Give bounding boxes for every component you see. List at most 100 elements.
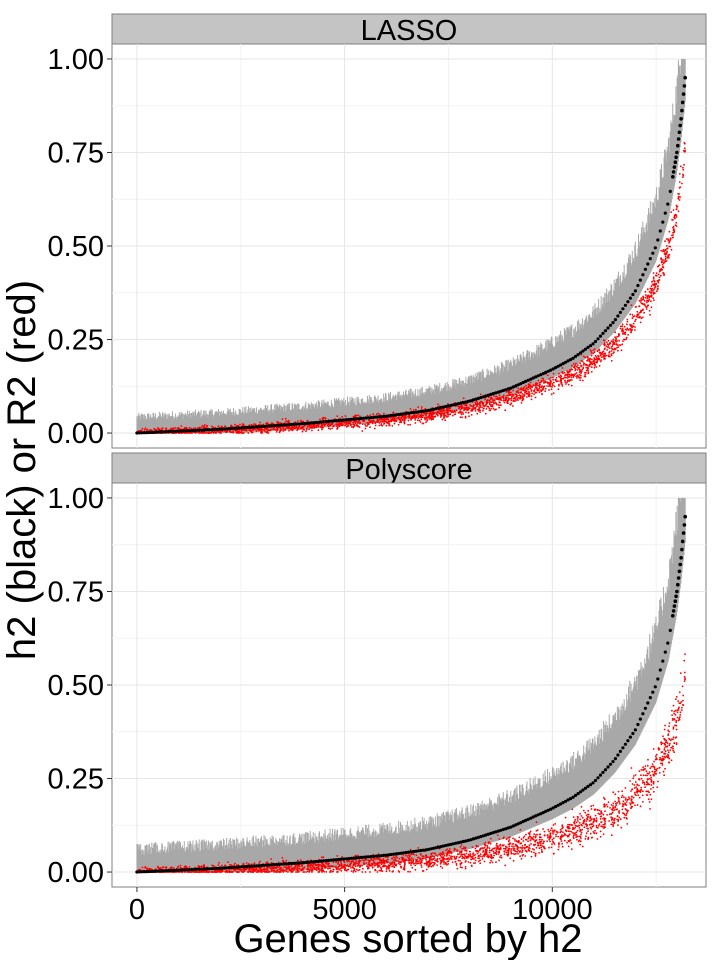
r2-point <box>522 389 525 392</box>
r2-point <box>512 394 515 397</box>
r2-point <box>610 340 613 343</box>
r2-point <box>533 851 535 854</box>
r2-point <box>484 412 487 415</box>
r2-point <box>589 358 592 360</box>
r2-point <box>648 290 651 293</box>
r2-point <box>511 393 514 396</box>
r2-point <box>561 385 564 387</box>
r2-point <box>640 297 643 300</box>
r2-point <box>663 250 665 253</box>
r2-point <box>577 364 579 366</box>
r2-point <box>378 424 381 427</box>
r2-point <box>388 424 391 427</box>
r2-point <box>600 359 603 361</box>
r2-point <box>650 300 652 303</box>
r2-point <box>308 428 310 431</box>
r2-point <box>673 216 675 219</box>
r2-point <box>542 379 545 382</box>
h2-point <box>676 137 681 141</box>
r2-point <box>319 418 321 421</box>
r2-point <box>662 265 664 268</box>
r2-point <box>521 399 524 402</box>
r2-point <box>211 425 213 428</box>
r2-point <box>161 427 164 430</box>
h2-point <box>598 334 603 338</box>
r2-point <box>552 392 555 394</box>
r2-point <box>513 400 516 402</box>
r2-point <box>668 253 671 256</box>
r2-point <box>587 356 589 359</box>
r2-point <box>668 257 670 259</box>
r2-point <box>652 277 655 280</box>
r2-point <box>287 426 289 429</box>
r2-point <box>415 415 418 418</box>
r2-point <box>143 428 146 431</box>
r2-point <box>510 391 512 394</box>
h2-point <box>671 170 676 174</box>
r2-point <box>279 430 281 433</box>
r2-point <box>381 424 384 427</box>
r2-point <box>437 414 439 417</box>
r2-point <box>642 298 645 301</box>
r2-point <box>640 317 643 320</box>
r2-point <box>604 355 606 358</box>
r2-point <box>549 379 552 382</box>
r2-point <box>459 416 462 419</box>
r2-point <box>684 149 686 152</box>
r2-point <box>510 399 513 402</box>
r2-point <box>546 385 548 387</box>
r2-point <box>296 427 299 430</box>
r2-point <box>169 428 172 431</box>
r2-point <box>497 404 500 406</box>
r2-point <box>611 821 614 824</box>
r2-point <box>242 432 245 434</box>
r2-point <box>566 377 569 379</box>
r2-point <box>354 422 357 425</box>
r2-point <box>516 398 519 400</box>
r2-point <box>624 797 627 799</box>
r2-point <box>180 425 183 427</box>
h2-point <box>683 75 687 80</box>
r2-point <box>416 419 419 422</box>
r2-point <box>675 221 678 224</box>
r2-point <box>669 245 672 248</box>
r2-point <box>575 372 578 374</box>
r2-point <box>616 344 619 346</box>
r2-point <box>504 409 507 412</box>
r2-point <box>521 393 524 395</box>
r2-point <box>317 424 320 427</box>
r2-point <box>633 784 636 786</box>
r2-point <box>364 425 367 427</box>
r2-point <box>495 408 497 411</box>
r2-point <box>426 419 429 422</box>
r2-point <box>282 430 285 432</box>
r2-point <box>247 432 250 434</box>
r2-point <box>592 349 595 351</box>
r2-point <box>659 274 662 277</box>
h2-point <box>641 273 645 277</box>
r2-point <box>409 408 412 410</box>
r2-point <box>661 742 664 744</box>
r2-point <box>236 430 239 433</box>
r2-point <box>564 381 567 383</box>
r2-point <box>303 428 306 431</box>
r2-point <box>379 420 382 423</box>
r2-point <box>528 391 531 393</box>
r2-point <box>379 413 381 416</box>
r2-point <box>491 404 494 406</box>
r2-point <box>618 339 620 342</box>
r2-point <box>660 249 663 252</box>
r2-point <box>485 401 488 404</box>
r2-point <box>631 313 634 316</box>
r2-point <box>575 365 578 368</box>
r2-point <box>449 407 452 409</box>
r2-point <box>590 366 593 369</box>
r2-point <box>578 822 581 824</box>
r2-point <box>630 330 632 333</box>
r2-point <box>338 422 341 425</box>
r2-point <box>366 414 369 417</box>
r2-point <box>410 417 412 420</box>
r2-point <box>482 407 485 410</box>
r2-point <box>646 295 648 298</box>
r2-point <box>276 429 279 432</box>
